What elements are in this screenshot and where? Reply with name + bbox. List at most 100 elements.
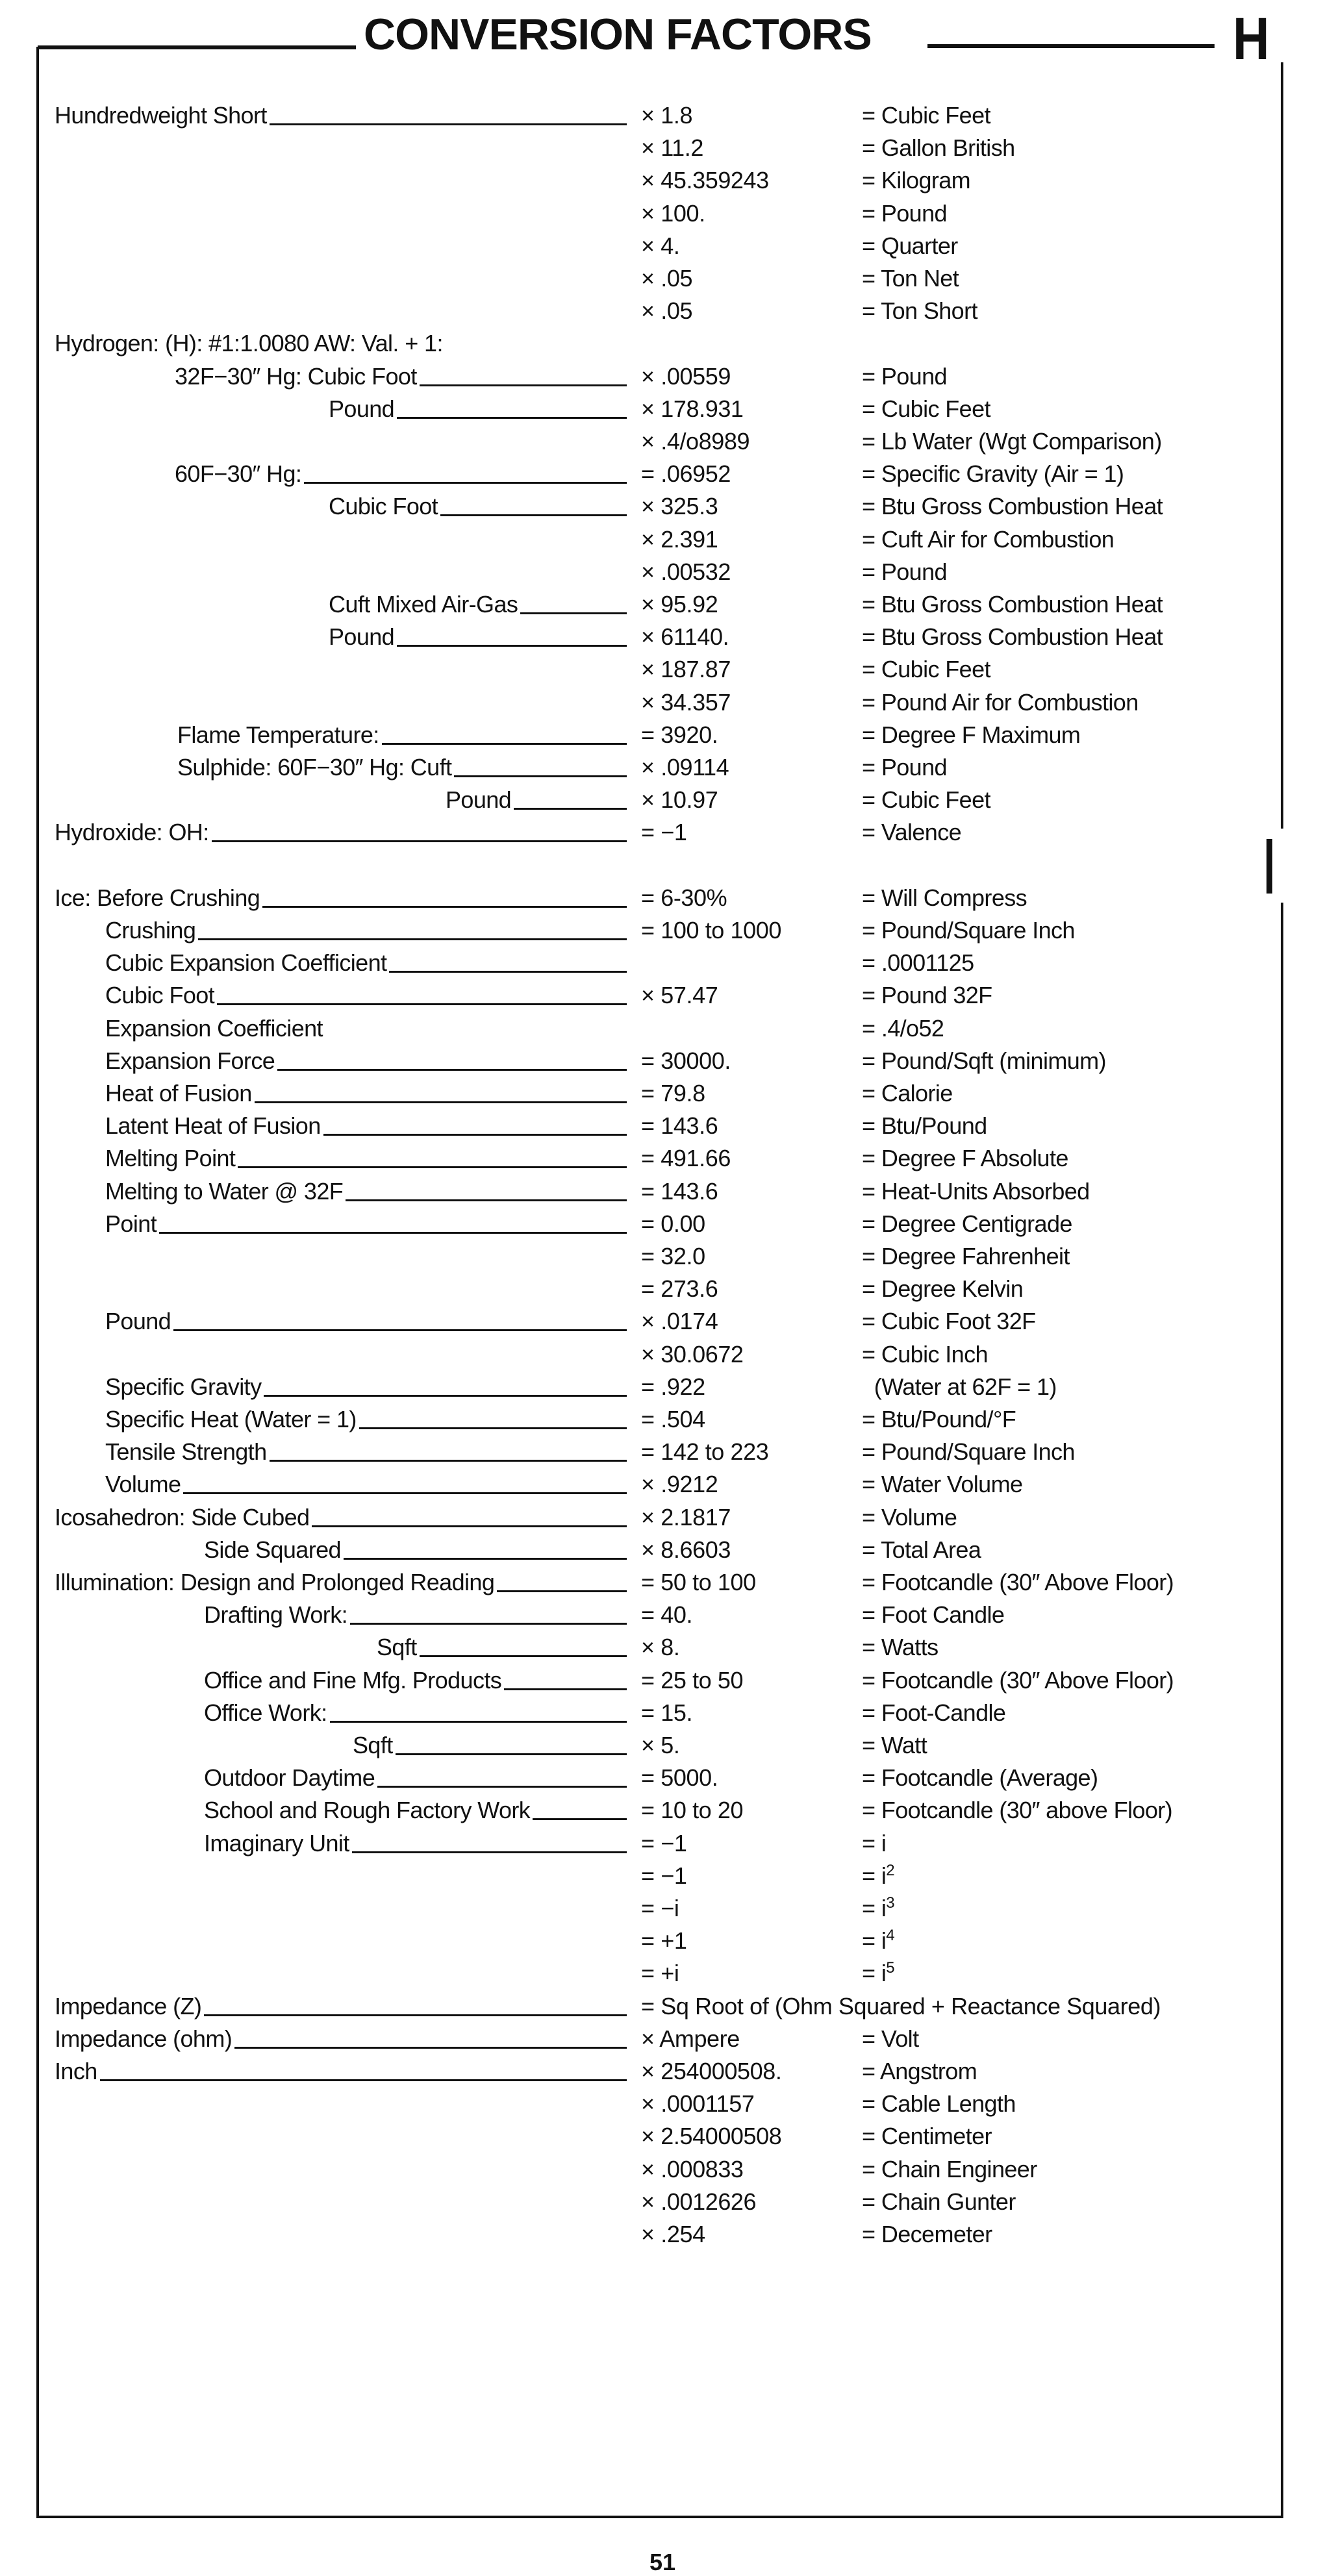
row-factor: × 178.931 [641,395,744,422]
row-label: Impedance (ohm) [55,2023,627,2055]
row-factor: × 57.47 [641,982,718,1009]
row-factor: × 34.357 [641,688,731,716]
row-result: = Cubic Feet [862,393,991,425]
row-label: Outdoor Daytime [204,1762,627,1794]
row-factor: = 5000. [641,1764,718,1792]
leader-line [204,2014,627,2016]
row-result: = Centimeter [862,2120,992,2153]
leader-line [504,1688,627,1690]
row-result-text: = Ton Short [862,297,977,325]
table-row: × .05 = Ton Net [0,262,1323,295]
row-result: = Lb Water (Wgt Comparison) [862,425,1162,458]
row-label-text: Cubic Expansion Coefficient [105,949,387,977]
row-factor: = 32.0 [641,1243,705,1269]
row-label: Point [105,1208,627,1240]
leader-line [419,1655,627,1658]
row-factor: × .05 [641,265,693,292]
row-label-text: Specific Gravity [105,1373,262,1400]
row-result-text: = Pound [862,558,948,585]
row-label: Impedance (Z) [55,1990,627,2023]
row-factor: × 5. [641,1732,680,1758]
row-label-text: Cubic Foot [105,982,215,1009]
row-label: Illumination: Design and Prolonged Readi… [55,1566,627,1599]
table-row: Impedance (Z) = Sq Root of (Ohm Squared +… [0,1990,1323,2023]
table-row: Hydrogen: (H): #1:1.0080 AW: Val. + 1: [0,327,1323,360]
table-row: Pound × .0174 = Cubic Foot 32F [0,1305,1323,1338]
leader-line [514,808,627,810]
row-result-text: = Cubic Foot 32F [862,1308,1036,1335]
leader-line [329,1720,627,1723]
table-row: Sqft × 8. = Watts [0,1631,1323,1664]
row-result: = Volume [862,1501,957,1534]
row-factor: = 0.00 [641,1210,705,1237]
row-label: Cuft Mixed Air-Gas [329,588,627,621]
row-result: = Degree F Absolute [862,1142,1068,1175]
row-label: Pound [329,393,627,425]
leader-line [264,1394,627,1397]
row-label-text: Cuft Mixed Air-Gas [329,591,518,618]
row-result: = Pound/Sqft (minimum) [862,1045,1107,1077]
row-result-text: = Pound [862,362,948,390]
row-label-text: Hydroxide: OH: [55,819,209,846]
row-label: Expansion Coefficient [105,1012,323,1045]
row-result-text: = Watt [862,1732,927,1758]
row-result-text: = Pound 32F [862,982,992,1009]
row-result: = Watts [862,1631,939,1664]
row-label: Pound [446,784,627,816]
row-label-text: Expansion Coefficient [105,1014,323,1042]
row-label-text: Pound [446,786,512,814]
row-result-text: = Watts [862,1634,939,1661]
table-row: Hydroxide: OH: = −1 = Valence [0,816,1323,849]
row-factor: = 50 to 100 [641,1569,756,1595]
row-factor: = 40. [641,1601,693,1629]
row-result: = Chain Engineer [862,2153,1037,2186]
row-result: = Footcandle (30″ Above Floor) [862,1566,1174,1599]
row-result: = Quarter [862,230,958,262]
row-factor: × .00559 [641,362,731,390]
row-result: = Total Area [862,1534,981,1566]
row-result-text: = Calorie [862,1080,953,1107]
table-row: × 2.54000508 = Centimeter [0,2120,1323,2153]
row-result: = Btu Gross Combustion Heat [862,588,1163,621]
row-label: Expansion Force [105,1045,627,1077]
leader-line [440,514,627,517]
row-result-text: = Btu Gross Combustion Heat [862,493,1163,520]
row-result-text: = Footcandle (30″ Above Floor) [862,1666,1174,1694]
table-row: Illumination: Design and Prolonged Readi… [0,1566,1323,1599]
row-result-text: = i [862,1927,887,1955]
row-label: Office and Fine Mfg. Products [204,1664,627,1697]
row-label-text: School and Rough Factory Work [204,1797,531,1824]
row-result: = i3 [862,1892,895,1925]
leader-line [497,1590,627,1592]
row-result-text: = Gallon British [862,134,1015,162]
row-label: Ice: Before Crushing [55,882,627,914]
row-label-text: Sqft [353,1732,393,1758]
leader-line [359,1427,627,1429]
frame-border-left [36,47,39,2518]
row-label: Hydroxide: OH: [55,816,627,849]
leader-line [454,775,627,777]
row-result: = Gallon British [862,132,1015,164]
row-label-text: Sulphide: 60F−30″ Hg: Cuft [177,754,452,781]
table-row: × 100. = Pound [0,197,1323,230]
row-label-text: Ice: Before Crushing [55,884,260,911]
row-result-text: = Lb Water (Wgt Comparison) [862,428,1162,455]
row-factor: = .06952 [641,460,731,488]
row-factor: × Ampere [641,2025,740,2052]
row-result-text: = Footcandle (Average) [862,1764,1098,1792]
row-result-text: = Volt [862,2025,919,2052]
row-factor: = .504 [641,1406,705,1432]
leader-line [159,1231,627,1234]
row-factor: = 273.6 [641,1275,718,1303]
row-result: = Btu Gross Combustion Heat [862,490,1163,523]
row-result-text: = i [862,1862,887,1889]
row-result-text: = Decemeter [862,2221,992,2247]
row-result-text: = Cable Length [862,2090,1016,2118]
row-factor: × 4. [641,232,680,259]
table-row: Drafting Work: = 40. = Foot Candle [0,1599,1323,1631]
row-result: = Calorie [862,1077,953,1110]
leader-line [323,1134,627,1136]
exponent: 5 [886,1959,894,1977]
table-row: Outdoor Daytime = 5000. = Footcandle (Aver… [0,1762,1323,1794]
table-row: Specific Gravity = .922 (Water at 62F = 1… [0,1371,1323,1403]
